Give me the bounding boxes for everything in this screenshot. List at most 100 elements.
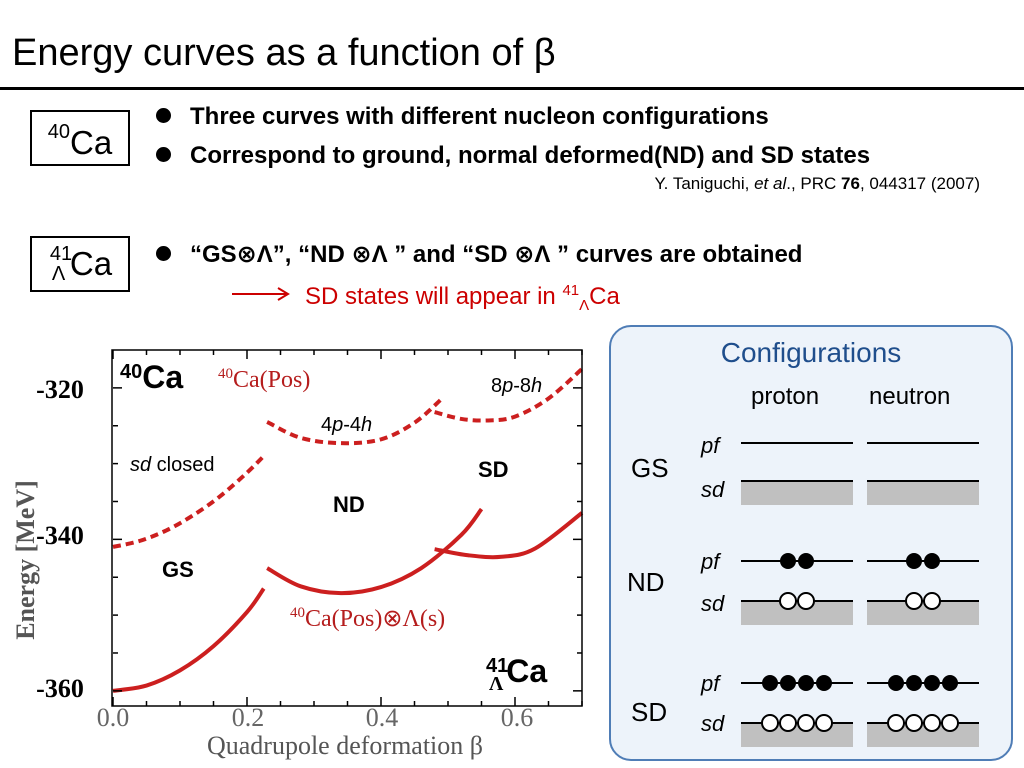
x-tick-label: 0.4 — [366, 703, 399, 732]
bullet-text: Three curves with different nucleon conf… — [190, 103, 769, 130]
nucleon-hole — [761, 714, 779, 732]
nucleon-hole — [941, 714, 959, 732]
series-name: Ca(Pos)⊗Λ(s) — [305, 606, 445, 632]
sd-filled-shell — [741, 481, 853, 505]
series-line-solid-sd — [434, 511, 584, 560]
label-part: p — [331, 414, 343, 436]
ca41-mass: 41 — [49, 243, 73, 265]
nucleon-hole — [797, 714, 815, 732]
nucleon-hole — [779, 714, 797, 732]
x-tick-label: 0.2 — [232, 703, 265, 732]
ref-pages: , 044317 (2007) — [859, 174, 980, 193]
label-gs: GS — [162, 557, 194, 582]
ca40-element: Ca — [70, 124, 113, 161]
series-line-dashed-nd — [266, 397, 443, 446]
nucleon-hole — [905, 592, 923, 610]
series-mass: 40 — [218, 366, 233, 382]
nucleus-ca40-box: 40Ca — [30, 110, 130, 166]
right-arrow-icon — [232, 287, 290, 301]
ref-authors: Y. Taniguchi, — [654, 174, 755, 193]
series-label-ca40-pos: 40Ca(Pos) — [218, 366, 310, 393]
shell-label-sd: sd — [701, 477, 725, 502]
shell-diagram — [741, 442, 979, 747]
x-axis-label: Quadrupole deformation β — [207, 731, 483, 760]
note-element: Ca — [589, 283, 620, 310]
nucleon-particle — [942, 675, 958, 691]
state-label-gs: GS — [631, 453, 669, 483]
label-41-lambda-sub: Λ — [489, 673, 504, 695]
bullet-item: “GS⊗Λ”, “ND ⊗Λ ” and “SD ⊗Λ ” curves are… — [156, 240, 803, 270]
slide-title: Energy curves as a function of β — [12, 32, 556, 74]
label-part: p — [501, 375, 513, 397]
ca41-scripts: 41 Λ — [48, 238, 73, 285]
shell-label-sd: sd — [701, 591, 725, 616]
configurations-panel: Configurations proton neutron GS pf sd N… — [609, 325, 1013, 761]
note-mass: 41 — [562, 282, 580, 299]
ref-journal: ., PRC — [786, 174, 842, 193]
proton-header: proton — [751, 383, 820, 410]
ref-etal: et al — [754, 174, 787, 193]
shell-label-pf: pf — [701, 433, 720, 458]
nucleon-hole — [923, 714, 941, 732]
bullet-text: “GS⊗Λ”, “ND ⊗Λ ” and “SD ⊗Λ ” curves are… — [190, 241, 803, 268]
nucleon-particle — [798, 675, 814, 691]
chart-ticks — [112, 350, 583, 706]
bullet-dot — [156, 147, 171, 162]
series-line-solid-nd — [266, 507, 484, 596]
nucleon-particle — [924, 553, 940, 569]
series-line-solid-gs — [112, 587, 266, 693]
y-tick-label: -340 — [36, 521, 84, 550]
bullet-dot — [156, 246, 171, 261]
state-label-nd: ND — [627, 567, 665, 597]
nucleon-particle — [906, 675, 922, 691]
nucleon-particle — [798, 553, 814, 569]
ca40-mass: 40 — [47, 121, 71, 143]
sd-filled-shell — [867, 601, 979, 625]
nucleon-particle — [906, 553, 922, 569]
chart-lines — [112, 367, 584, 693]
label-40ca-mass: 40 — [120, 361, 142, 383]
nucleon-particle — [888, 675, 904, 691]
nucleon-particle — [780, 553, 796, 569]
nucleus-ca41-box: 41 Λ Ca — [30, 236, 130, 292]
energy-chart: -320 -340 -360 0.0 0.2 0.4 0.6 Quadrupol… — [11, 349, 584, 760]
sd-filled-shell — [741, 601, 853, 625]
ca41-element: Ca — [69, 245, 113, 282]
nucleon-particle — [780, 675, 796, 691]
series-line-dashed-sd — [434, 367, 584, 423]
label-part: 8 — [491, 375, 502, 397]
label-sd: SD — [478, 457, 509, 482]
nucleon-hole — [887, 714, 905, 732]
series-line-dashed-gs — [112, 454, 266, 549]
bullet-item: Three curves with different nucleon conf… — [156, 102, 769, 132]
title-divider — [0, 87, 1024, 90]
shell-label-sd: sd — [701, 711, 725, 736]
label-4p4h: 4p-4h — [321, 414, 372, 436]
nucleon-particle — [816, 675, 832, 691]
y-tick-label: -320 — [36, 375, 84, 404]
nucleon-hole — [779, 592, 797, 610]
label-part: -4 — [343, 414, 361, 436]
nucleon-hole — [923, 592, 941, 610]
shell-label-pf: pf — [701, 549, 720, 574]
label-40ca: 40Ca — [120, 359, 183, 395]
sd-note: SD states will appear in 41ΛCa — [305, 282, 620, 314]
neutron-header: neutron — [869, 383, 951, 410]
nucleon-hole — [797, 592, 815, 610]
label-part: h — [531, 375, 542, 397]
label-41-lambda-ca: 41Ca — [486, 653, 547, 689]
label-part: 4 — [321, 414, 332, 436]
ca41-lambda: Λ — [51, 263, 66, 285]
state-label-sd: SD — [631, 697, 668, 727]
nucleon-particle — [762, 675, 778, 691]
bullet-item: Correspond to ground, normal deformed(ND… — [156, 141, 870, 171]
x-tick-label: 0.0 — [97, 703, 130, 732]
label-sd-closed: sd closed — [130, 454, 215, 476]
nucleon-particle — [924, 675, 940, 691]
sd-filled-shell — [867, 481, 979, 505]
configurations-title: Configurations — [720, 337, 902, 368]
label-part: h — [361, 414, 372, 436]
series-mass: 40 — [290, 605, 305, 621]
y-tick-label: -360 — [36, 674, 84, 703]
sd-filled-shell — [741, 723, 853, 747]
